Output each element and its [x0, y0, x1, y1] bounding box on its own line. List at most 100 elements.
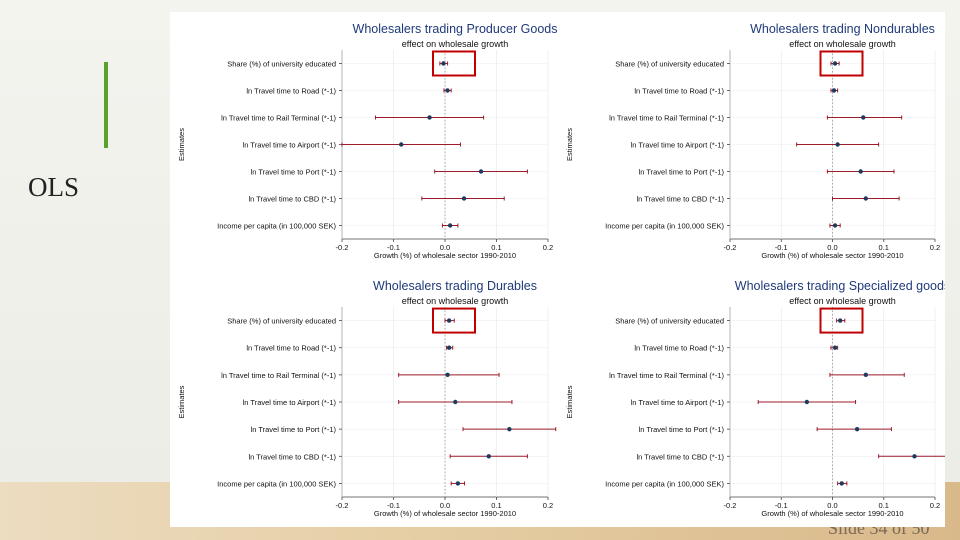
- y-tick-label: ln Travel time to Road (*-1): [634, 87, 724, 96]
- x-tick-label: -0.2: [336, 243, 349, 252]
- y-tick-label: ln Travel time to CBD (*-1): [636, 195, 724, 204]
- accent-bar: [104, 62, 108, 148]
- estimate-point: [861, 115, 866, 120]
- estimate-point: [507, 426, 512, 432]
- y-axis-label: Estimates: [565, 385, 574, 418]
- estimate-point: [912, 454, 917, 459]
- x-tick-label: 0.2: [930, 501, 940, 510]
- y-axis-label: Estimates: [177, 128, 186, 161]
- y-tick-label: Share (%) of university educated: [615, 60, 724, 69]
- chart-title: Wholesalers trading Specialized goods: [735, 279, 945, 293]
- y-tick-label: Share (%) of university educated: [615, 317, 724, 326]
- y-tick-label: ln Travel time to Port (*-1): [251, 168, 337, 177]
- x-tick-label: 0.1: [491, 243, 501, 252]
- y-tick-label: ln Travel time to Airport (*-1): [243, 398, 337, 407]
- chart-subtitle: effect on wholesale growth: [402, 39, 508, 49]
- y-tick-label: ln Travel time to Port (*-1): [251, 425, 337, 434]
- x-tick-label: 0.1: [491, 501, 501, 510]
- x-axis-label: Growth (%) of wholesale sector 1990-2010: [374, 509, 516, 518]
- estimate-point: [804, 399, 810, 405]
- y-axis-label: Estimates: [177, 385, 186, 418]
- x-tick-label: 0.0: [440, 501, 450, 510]
- estimate-point: [486, 454, 491, 459]
- estimate-point: [863, 372, 869, 378]
- estimate-point: [445, 88, 450, 93]
- y-tick-label: Income per capita (in 100,000 SEK): [217, 479, 336, 488]
- chart-nondurables: Wholesalers trading Nondurables effect on…: [565, 22, 940, 260]
- chart-durables: Wholesalers trading Durables effect on wh…: [177, 279, 557, 518]
- y-tick-label: ln Travel time to Airport (*-1): [631, 141, 725, 150]
- y-tick-label: ln Travel time to Rail Terminal (*-1): [609, 114, 724, 123]
- y-tick-label: ln Travel time to Port (*-1): [639, 168, 725, 177]
- estimate-point: [832, 345, 838, 350]
- estimate-point: [446, 345, 452, 350]
- y-tick-label: ln Travel time to Rail Terminal (*-1): [221, 114, 336, 123]
- estimate-point: [453, 399, 458, 405]
- x-axis-label: Growth (%) of wholesale sector 1990-2010: [374, 251, 516, 260]
- x-tick-label: -0.2: [724, 243, 737, 252]
- coefficient-plot-figure: Wholesalers trading Producer Goods effect…: [170, 12, 945, 527]
- estimate-point: [831, 88, 837, 93]
- y-tick-label: ln Travel time to Airport (*-1): [631, 398, 725, 407]
- x-tick-label: 0.0: [827, 501, 837, 510]
- y-tick-label: ln Travel time to CBD (*-1): [248, 452, 336, 461]
- estimate-point: [854, 426, 860, 432]
- chart-title: Wholesalers trading Nondurables: [750, 22, 935, 36]
- x-tick-label: -0.2: [336, 501, 349, 510]
- chart-specialized-goods: Wholesalers trading Specialized goods eff…: [565, 279, 945, 518]
- highlight-box: [432, 307, 476, 334]
- chart-subtitle: effect on wholesale growth: [789, 296, 895, 306]
- y-tick-label: Share (%) of university educated: [227, 317, 336, 326]
- x-tick-label: 0.0: [827, 243, 837, 252]
- y-tick-label: ln Travel time to Rail Terminal (*-1): [609, 371, 724, 380]
- y-tick-label: Income per capita (in 100,000 SEK): [605, 222, 724, 231]
- x-axis-label: Growth (%) of wholesale sector 1990-2010: [761, 509, 903, 518]
- y-tick-label: ln Travel time to Rail Terminal (*-1): [221, 371, 336, 380]
- chart-title: Wholesalers trading Producer Goods: [353, 22, 558, 36]
- estimate-point: [445, 372, 450, 378]
- estimate-point: [832, 223, 838, 228]
- estimate-point: [858, 169, 863, 174]
- x-tick-label: 0.0: [440, 243, 450, 252]
- x-tick-label: 0.1: [879, 501, 889, 510]
- x-tick-label: 0.2: [543, 501, 553, 510]
- estimate-point: [427, 115, 432, 120]
- x-tick-label: -0.1: [775, 243, 788, 252]
- x-tick-label: -0.1: [775, 501, 788, 510]
- y-axis-label: Estimates: [565, 128, 574, 161]
- highlight-box: [432, 50, 476, 77]
- x-axis-label: Growth (%) of wholesale sector 1990-2010: [761, 251, 903, 260]
- y-tick-label: ln Travel time to Airport (*-1): [243, 141, 337, 150]
- chart-subtitle: effect on wholesale growth: [402, 296, 508, 306]
- x-tick-label: -0.2: [724, 501, 737, 510]
- y-tick-label: ln Travel time to Road (*-1): [246, 344, 336, 353]
- estimate-point: [461, 196, 467, 201]
- estimate-point: [447, 223, 453, 228]
- y-tick-label: ln Travel time to Port (*-1): [639, 425, 725, 434]
- highlight-box: [819, 50, 864, 77]
- estimate-point: [446, 318, 452, 323]
- y-tick-label: ln Travel time to CBD (*-1): [248, 195, 336, 204]
- x-tick-label: 0.1: [879, 243, 889, 252]
- chart-subtitle: effect on wholesale growth: [789, 39, 895, 49]
- y-tick-label: Income per capita (in 100,000 SEK): [217, 222, 336, 231]
- y-tick-label: ln Travel time to Road (*-1): [246, 87, 336, 96]
- chart-title: Wholesalers trading Durables: [373, 279, 537, 293]
- estimate-point: [835, 142, 840, 147]
- estimate-point: [863, 196, 869, 201]
- y-tick-label: Share (%) of university educated: [227, 60, 336, 69]
- estimate-point: [839, 481, 844, 486]
- chart-producer-goods: Wholesalers trading Producer Goods effect…: [177, 22, 558, 260]
- y-tick-label: Income per capita (in 100,000 SEK): [605, 479, 724, 488]
- y-tick-label: ln Travel time to Road (*-1): [634, 344, 724, 353]
- ols-label: OLS: [28, 172, 80, 202]
- x-tick-label: 0.2: [543, 243, 553, 252]
- estimate-point: [478, 169, 484, 174]
- estimate-point: [837, 318, 843, 323]
- highlight-box: [819, 307, 864, 334]
- estimate-point: [441, 61, 446, 66]
- x-tick-label: -0.1: [387, 501, 400, 510]
- x-tick-label: 0.2: [930, 243, 940, 252]
- x-tick-label: -0.1: [387, 243, 400, 252]
- estimate-point: [832, 61, 838, 66]
